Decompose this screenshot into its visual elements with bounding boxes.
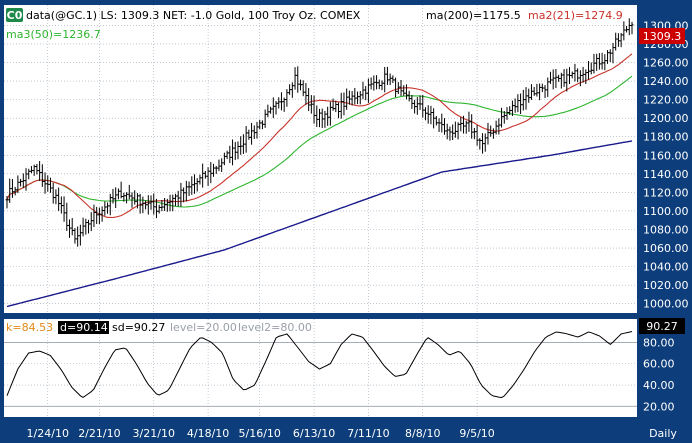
ma50-line xyxy=(6,75,633,208)
price-tick-label: 1040.00 xyxy=(643,261,689,274)
last-price-tag xyxy=(639,28,685,44)
ma200-line-group xyxy=(6,140,633,308)
stoch-plot-area xyxy=(4,319,637,417)
date-tick-label: 1/24/10 xyxy=(27,427,69,440)
date-tick-label: 8/8/10 xyxy=(405,427,440,440)
stoch-sd-label: sd=90.27 xyxy=(112,321,165,334)
price-tick-label: 1020.00 xyxy=(643,279,689,292)
stoch-tick-label: 60.00 xyxy=(643,358,675,371)
price-tick-label: 1200.00 xyxy=(643,112,689,125)
price-tick-label: 1240.00 xyxy=(643,75,689,88)
stoch-tick-label: 20.00 xyxy=(643,400,675,413)
ma50-label: ma3(50)=1236.7 xyxy=(6,28,101,41)
ohlc-bars xyxy=(5,18,634,247)
date-tick-label: 2/21/10 xyxy=(78,427,120,440)
date-tick-label: 7/11/10 xyxy=(347,427,389,440)
price-tick-label: 1160.00 xyxy=(643,149,689,162)
period-label: Daily xyxy=(649,427,677,440)
price-tick-label: 1260.00 xyxy=(643,57,689,70)
price-tick-label: 1080.00 xyxy=(643,224,689,237)
ma21-label: ma2(21)=1274.9 xyxy=(528,9,623,22)
date-tick-label: 3/21/10 xyxy=(133,427,175,440)
stoch-tick-label: 40.00 xyxy=(643,379,675,392)
price-tick-label: 1140.00 xyxy=(643,168,689,181)
price-plot-area xyxy=(4,5,637,313)
ma50-line-group xyxy=(6,75,633,208)
ma21-line-group xyxy=(6,53,633,219)
stoch-grid xyxy=(4,319,637,417)
date-tick-label: 6/13/10 xyxy=(293,427,335,440)
stoch-axis-ticks: 20.00 40.00 60.00 80.00 xyxy=(643,336,675,413)
stoch-last-tag xyxy=(639,318,685,334)
date-tick-label: 4/18/10 xyxy=(187,427,229,440)
ma200-line xyxy=(6,140,633,308)
stoch-d-label: d=90.14 xyxy=(60,321,108,334)
price-tick-label: 1220.00 xyxy=(643,94,689,107)
price-tick-label: 1100.00 xyxy=(643,205,689,218)
symbol-badge[interactable] xyxy=(6,8,23,22)
stoch-last-tag-text: 90.27 xyxy=(646,320,678,333)
stoch-k-label: k=84.53 xyxy=(6,321,53,334)
price-grid xyxy=(4,5,637,313)
price-tick-label: 1180.00 xyxy=(643,131,689,144)
stoch-d-label-bg xyxy=(58,321,109,334)
date-tick-label: 9/5/10 xyxy=(459,427,494,440)
price-tick-label: 1060.00 xyxy=(643,242,689,255)
last-price-tag-text: 1309.3 xyxy=(643,30,682,43)
stoch-sd-line-group xyxy=(6,331,633,399)
symbol-badge-text: C0 xyxy=(7,9,23,22)
ma200-label: ma(200)=1175.5 xyxy=(426,9,521,22)
stoch-sd-line xyxy=(6,331,633,399)
price-tick-label: 1000.00 xyxy=(643,298,689,311)
date-axis-ticks: 1/24/10 2/21/10 3/21/10 4/18/10 5/16/10 6/13/… xyxy=(27,427,495,440)
ma21-line xyxy=(6,53,633,219)
price-axis-ticks: 1000.00 1020.00 1040.00 1060.00 1080.00 1100.… xyxy=(643,19,689,310)
price-tick-label: 1120.00 xyxy=(643,186,689,199)
header-symbol-line: data(@GC.1) LS: 1309.3 NET: -1.0 Gold, 1… xyxy=(26,9,361,22)
stoch-tick-label: 80.00 xyxy=(643,336,675,349)
stoch-level2-label: level2=80.00 xyxy=(238,321,312,334)
date-tick-label: 5/16/10 xyxy=(239,427,281,440)
stoch-level1-label: level=20.00 xyxy=(170,321,237,334)
